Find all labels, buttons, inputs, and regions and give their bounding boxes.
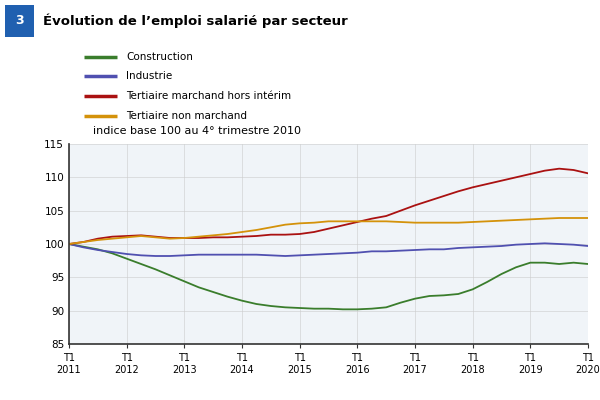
FancyBboxPatch shape	[5, 5, 34, 37]
Text: Construction: Construction	[126, 52, 193, 62]
Text: Industrie: Industrie	[126, 72, 172, 82]
Text: Tertiaire non marchand: Tertiaire non marchand	[126, 111, 247, 121]
Text: Évolution de l’emploi salarié par secteur: Évolution de l’emploi salarié par secteu…	[43, 14, 348, 28]
Text: Tertiaire marchand hors intérim: Tertiaire marchand hors intérim	[126, 91, 291, 101]
Text: 3: 3	[15, 14, 23, 28]
Text: indice base 100 au 4° trimestre 2010: indice base 100 au 4° trimestre 2010	[93, 126, 301, 136]
